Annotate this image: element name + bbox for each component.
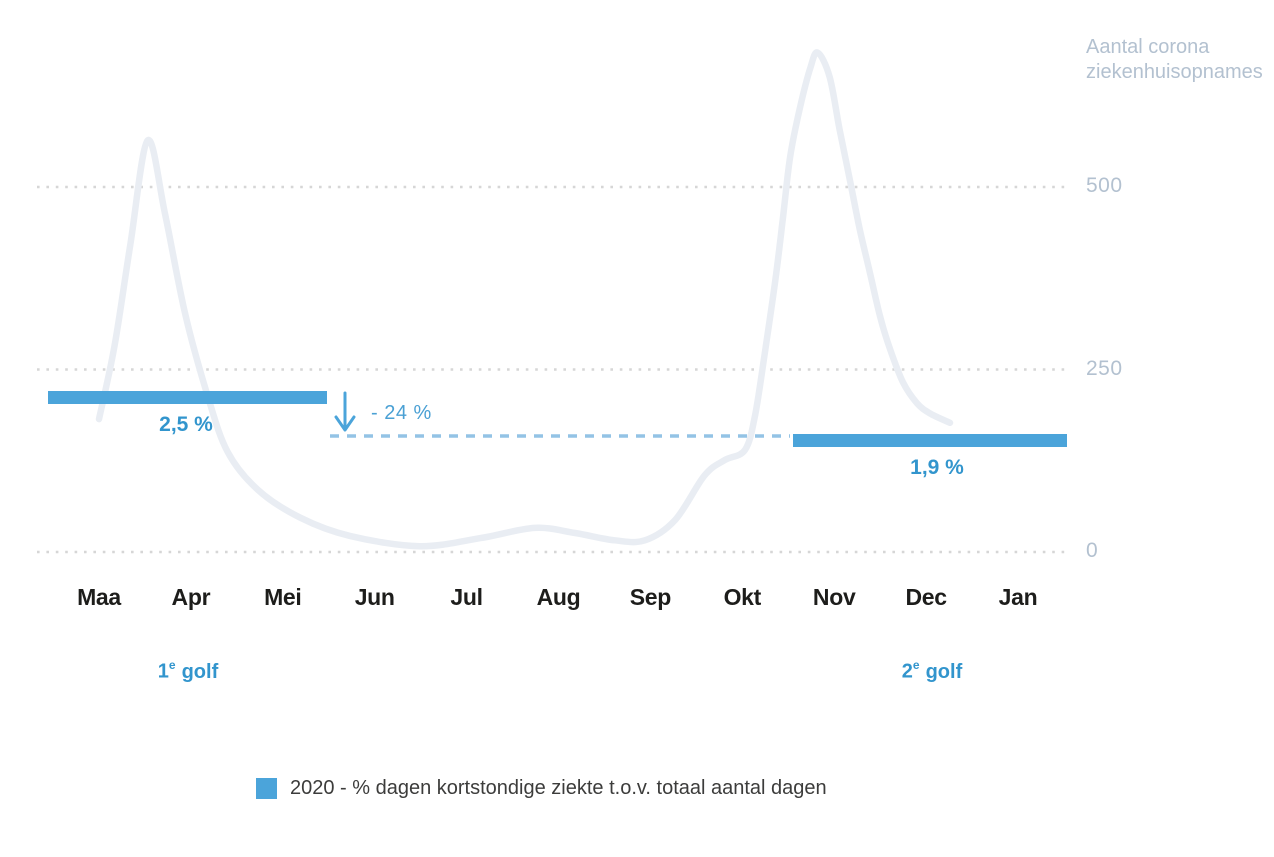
percentage-bar-wave1 (48, 391, 327, 404)
annotation-group (330, 391, 790, 438)
gridlines-group (37, 185, 1067, 554)
percentage-bar-wave2 (793, 434, 1067, 447)
admissions-curve (95, 49, 954, 550)
bars-group (48, 391, 1067, 447)
drop-arrow-icon (334, 391, 356, 432)
